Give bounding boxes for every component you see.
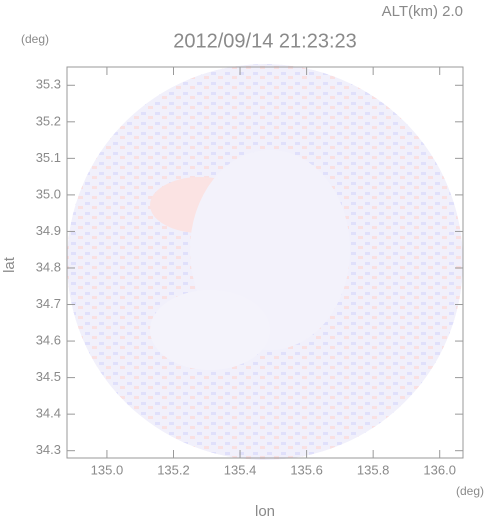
- x-unit: (deg): [456, 484, 484, 498]
- altitude: ALT(km) 2.0: [382, 3, 463, 20]
- y-tick-label: 34.8: [36, 259, 61, 274]
- x-axis-label: lon: [255, 503, 275, 520]
- y-tick-label: 34.5: [36, 369, 61, 384]
- x-tick-label: 135.8: [357, 462, 390, 477]
- y-tick-label: 34.9: [36, 223, 61, 238]
- y-unit: (deg): [21, 32, 49, 46]
- y-axis-label: lat: [1, 256, 18, 273]
- chart-title: 2012/09/14 21:23:23: [173, 30, 357, 52]
- radar-field: [67, 64, 463, 460]
- x-tick-label: 135.4: [224, 462, 257, 477]
- y-tick-label: 35.1: [36, 150, 61, 165]
- x-tick-label: 135.0: [91, 462, 124, 477]
- y-tick-label: 34.6: [36, 333, 61, 348]
- plot-frame: [66, 66, 464, 459]
- x-tick-label: 135.2: [157, 462, 190, 477]
- x-tick-label: 135.6: [290, 462, 323, 477]
- y-tick-label: 35.0: [36, 186, 61, 201]
- y-tick-label: 34.7: [36, 296, 61, 311]
- y-tick-label: 35.3: [36, 77, 61, 92]
- y-tick-label: 34.3: [36, 442, 61, 457]
- y-tick-label: 34.4: [36, 406, 61, 421]
- x-tick-label: 136.0: [423, 462, 456, 477]
- y-tick-label: 35.2: [36, 113, 61, 128]
